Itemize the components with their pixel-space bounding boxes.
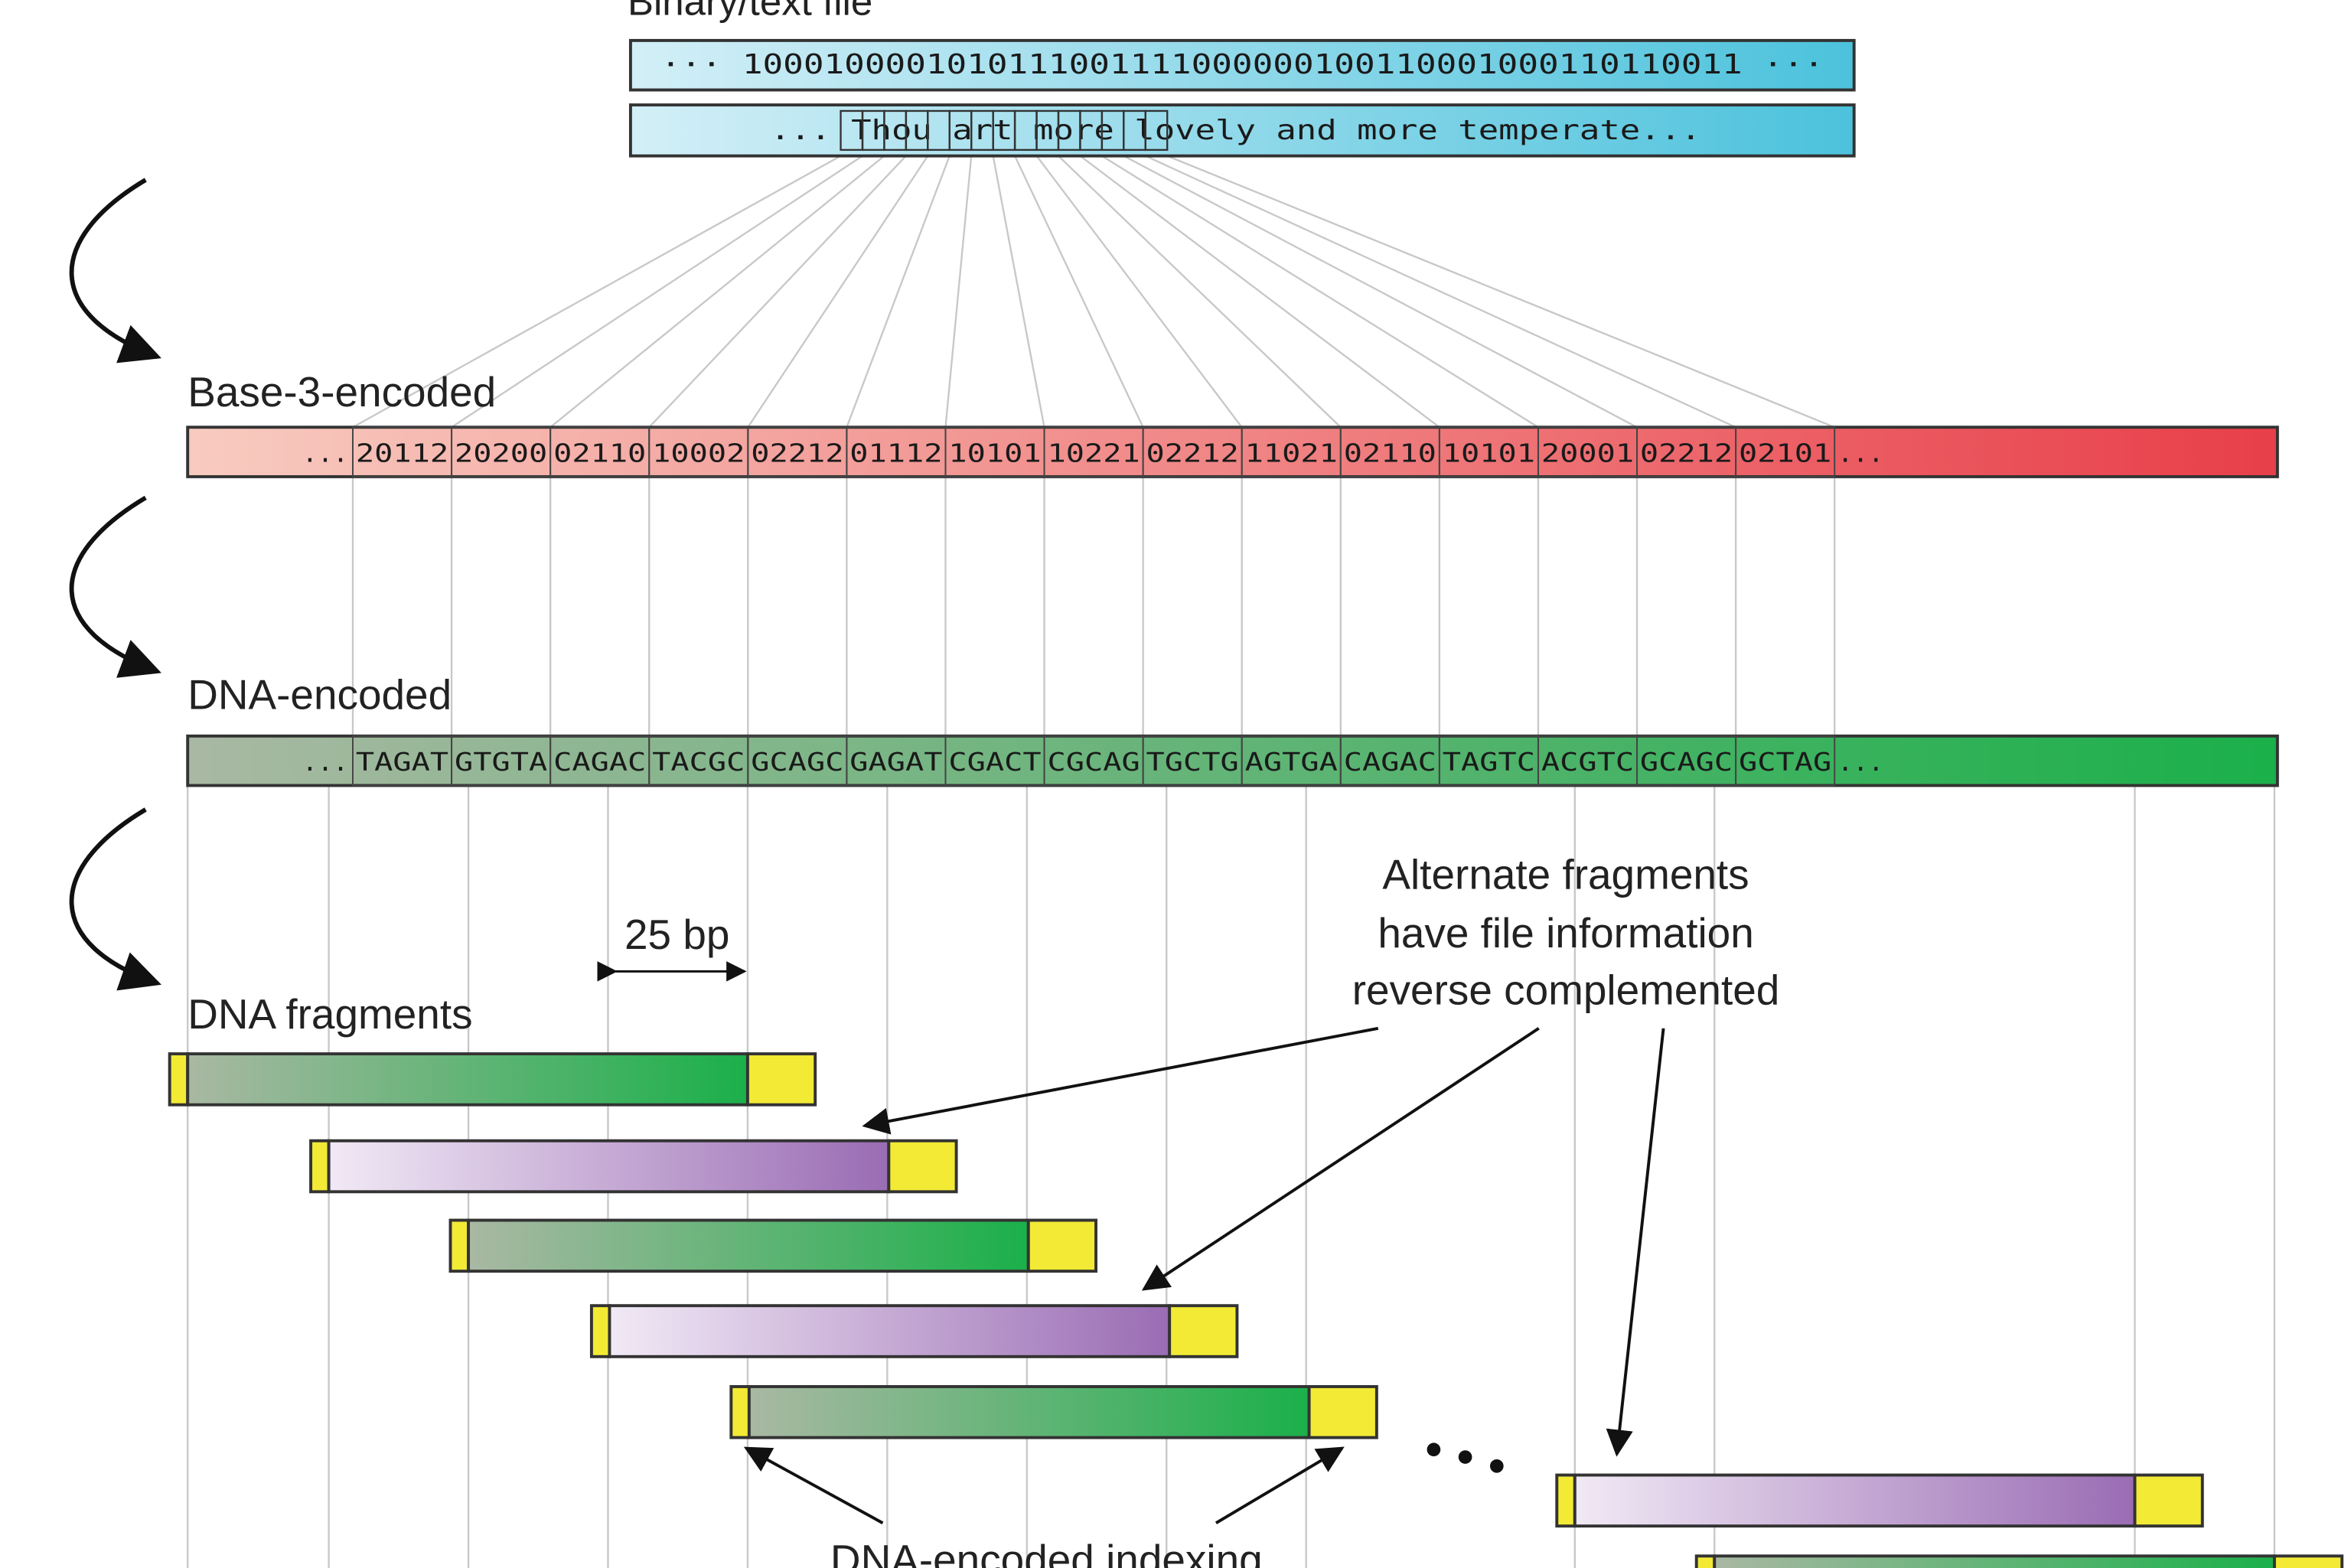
chunk: CAGAC	[1344, 747, 1436, 777]
chunk: CGCAG	[1047, 747, 1140, 777]
chunk: GCAGC	[1640, 747, 1733, 777]
annotation-line: reverse complemented	[1352, 966, 1780, 1013]
file-text: ... Thou art more lovely and more temper…	[770, 115, 1700, 146]
fragment-left-cap	[729, 1385, 751, 1439]
chunk-box	[1735, 426, 1836, 478]
annotation-line: Alternate fragments	[1382, 851, 1749, 898]
dna-label: DNA-encoded	[187, 671, 452, 719]
chunk: 20112	[356, 438, 448, 468]
arrows	[69, 178, 1665, 1524]
fragment-left-cap	[1555, 1473, 1577, 1528]
chunk: CAGAC	[553, 747, 646, 777]
binary-text: ··· 100010000101011100111100000010011000…	[660, 49, 1824, 80]
chunk: GTGTA	[455, 747, 547, 777]
chunk: AGTGA	[1245, 747, 1338, 777]
chunks: ... 20112 20200 02110 10002 02212 01112 10101 10…	[302, 426, 1883, 787]
ellipsis-dots	[1427, 1442, 1504, 1473]
fragment-left-cap	[168, 1052, 190, 1107]
bar-suffix: ...	[1837, 438, 1883, 468]
dna-bar	[186, 734, 2279, 787]
fan-line	[1123, 155, 1638, 429]
fan-line	[1058, 155, 1342, 429]
fan-line	[747, 155, 929, 428]
chunk: 20001	[1541, 438, 1634, 468]
fan-line	[1014, 155, 1144, 428]
fragment-body	[747, 1385, 1311, 1439]
fan-line	[648, 155, 907, 429]
fan-line	[1101, 155, 1539, 429]
fan-line	[549, 155, 885, 429]
fragment-left-cap	[309, 1139, 331, 1194]
fragment-right-cap	[1307, 1385, 1378, 1439]
annotation-line: have file information	[1378, 909, 1753, 957]
fragment-left-cap	[1694, 1554, 1717, 1568]
chunk: TAGTC	[1443, 747, 1535, 777]
fragment-right-cap	[1026, 1218, 1097, 1273]
base3-bar	[186, 425, 2279, 478]
fan-line	[846, 155, 951, 428]
fan-line	[992, 155, 1045, 428]
bar-suffix: ...	[1837, 747, 1883, 777]
fan-line	[1166, 155, 1835, 429]
fan-line	[451, 155, 863, 429]
chunk: 20200	[455, 438, 547, 468]
chunk: 10002	[652, 438, 745, 468]
chunk: GCTAG	[1739, 747, 1831, 777]
fragment-right-cap	[887, 1139, 958, 1194]
chunk: 10221	[1047, 438, 1140, 468]
chunk: GAGAT	[849, 747, 942, 777]
fan-line	[944, 155, 973, 428]
chunk: TGCTG	[1146, 747, 1239, 777]
chunk: 02212	[1146, 438, 1239, 468]
fragment-left-cap	[448, 1218, 471, 1273]
chunk: GCAGC	[751, 747, 843, 777]
text-bar	[628, 103, 1856, 158]
chunk: 10101	[948, 438, 1041, 468]
index-note: DNA-encoded indexing	[830, 1536, 1263, 1568]
fragments-label: DNA fragments	[187, 990, 472, 1038]
chunk: 02110	[553, 438, 646, 468]
fan-line	[352, 155, 842, 429]
chunk: 01112	[849, 438, 942, 468]
fragment-body	[1573, 1473, 2137, 1528]
bar-prefix: ...	[302, 747, 348, 777]
chunk: 10101	[1443, 438, 1535, 468]
fragment-left-cap	[589, 1304, 611, 1358]
fragment-body	[1713, 1554, 2276, 1568]
binary-bar	[628, 38, 1856, 92]
letter-boxes	[840, 109, 1169, 152]
fragment-right-cap	[2133, 1473, 2204, 1528]
fragment-body	[327, 1139, 891, 1194]
chunk: 02110	[1344, 438, 1436, 468]
fan-line	[1035, 155, 1243, 428]
chunk-box	[1735, 735, 1836, 787]
letter-box	[1144, 109, 1169, 152]
fragments	[168, 1052, 2344, 1568]
chunk: ACGTC	[1541, 747, 1634, 777]
chunk: 11021	[1245, 438, 1338, 468]
fan-line	[1079, 155, 1440, 429]
fragment-right-cap	[1168, 1304, 1239, 1358]
chunk: CGACT	[948, 747, 1041, 777]
bar-prefix: ...	[302, 438, 348, 468]
base3-label: Base-3-encoded	[187, 368, 496, 416]
fragment-body	[467, 1218, 1030, 1273]
chunk: 02212	[1640, 438, 1733, 468]
fragment-right-cap	[745, 1052, 817, 1107]
fragment-body	[186, 1052, 749, 1107]
file-title: Binary/text file	[628, 0, 872, 24]
fragment-right-cap	[2272, 1554, 2344, 1568]
chunk: 02212	[751, 438, 843, 468]
fragment-body	[608, 1304, 1172, 1358]
fan-line	[1145, 155, 1736, 429]
chunk: TACGC	[652, 747, 745, 777]
chunk: 02101	[1739, 438, 1831, 468]
chunk: TAGAT	[356, 747, 448, 777]
scale-label: 25 bp	[624, 911, 729, 958]
